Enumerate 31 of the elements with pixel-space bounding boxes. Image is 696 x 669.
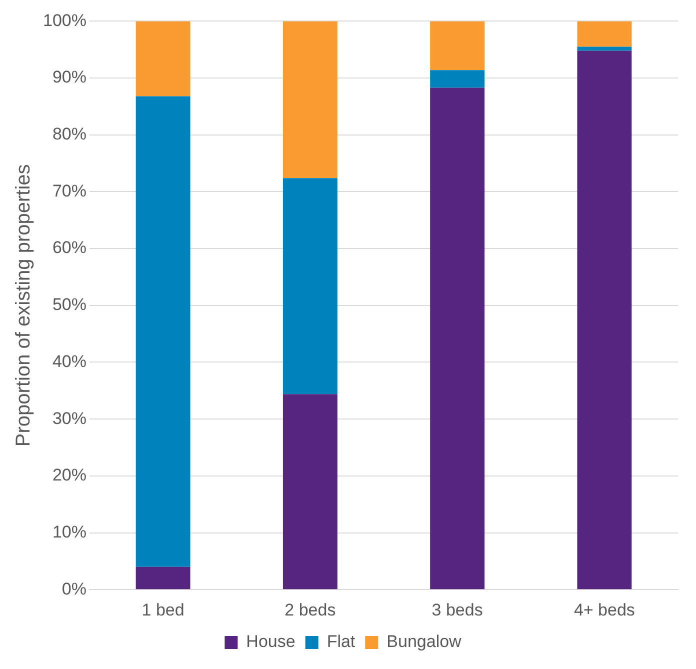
y-tick-label: 20% [52, 466, 86, 485]
bar [282, 394, 338, 590]
y-tick-label: 80% [52, 124, 86, 144]
bar [136, 566, 190, 590]
legend-label: Flat [326, 632, 356, 652]
x-tick-label: 2 beds [284, 600, 336, 620]
x-tick-label: 1 bed [142, 600, 184, 620]
y-tick-label: 50% [52, 295, 86, 314]
legend-label: House [246, 632, 296, 652]
y-tick-label: 30% [52, 408, 86, 428]
y-tick-label: 90% [52, 68, 86, 87]
x-tick-label: 4+ beds [574, 600, 635, 620]
bar [577, 46, 632, 51]
bar [430, 88, 485, 590]
bar [282, 21, 338, 178]
bar [136, 21, 190, 96]
x-tick-label: 3 beds [432, 600, 483, 620]
y-tick-label: 10% [52, 522, 86, 542]
y-tick-label: 100% [42, 10, 86, 30]
y-axis-title: Proportion of existing properties [12, 164, 35, 447]
y-tick-label: 0% [62, 579, 86, 598]
y-tick-label: 70% [52, 181, 86, 200]
y-tick-label: 60% [52, 238, 86, 258]
bar [282, 178, 338, 394]
bar [136, 96, 190, 567]
y-tick-label: 40% [52, 352, 86, 371]
legend-label: Bungalow [386, 632, 462, 652]
bar [430, 70, 485, 88]
bar [577, 50, 632, 590]
bar [577, 21, 632, 47]
bar [430, 21, 485, 70]
